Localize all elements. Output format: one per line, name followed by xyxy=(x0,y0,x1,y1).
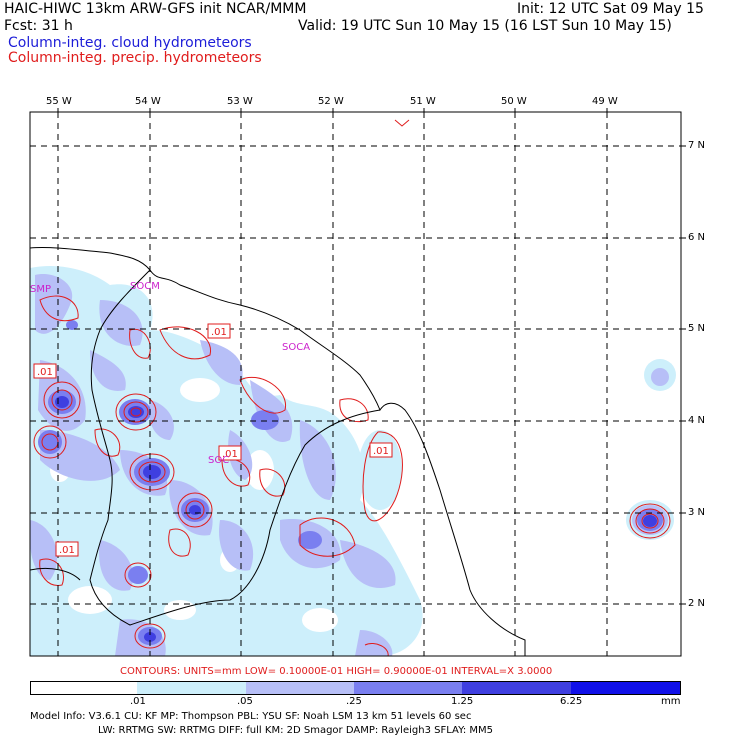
color-key-units: mm xyxy=(661,696,681,707)
lon-label: 54 W xyxy=(135,96,161,107)
lat-lon-grid xyxy=(30,112,681,656)
contour-label: .01 xyxy=(222,449,238,460)
lon-label: 51 W xyxy=(410,96,436,107)
contour-label: .01 xyxy=(59,545,75,556)
color-key-bin xyxy=(137,682,246,694)
axis-ticks xyxy=(57,108,686,605)
contour-info: CONTOURS: UNITS=mm LOW= 0.10000E-01 HIGH… xyxy=(120,666,553,677)
station-label-socm: SOCM xyxy=(130,281,160,292)
lon-label: 49 W xyxy=(592,96,618,107)
contour-label-boxes xyxy=(33,323,393,557)
lon-label: 53 W xyxy=(227,96,253,107)
color-key-bin xyxy=(246,682,354,694)
contour-label: .01 xyxy=(211,327,227,338)
color-key-tick: 1.25 xyxy=(451,696,474,707)
forecast-hour: Fcst: 31 h xyxy=(4,18,73,34)
lat-label: 4 N xyxy=(688,415,706,426)
precip-contours xyxy=(33,119,671,656)
lat-label: 3 N xyxy=(688,507,706,518)
color-key-tick: .01 xyxy=(130,696,146,707)
model-info-line1: Model Info: V3.6.1 CU: KF MP: Thompson P… xyxy=(30,711,472,722)
lon-label: 52 W xyxy=(318,96,344,107)
valid-time: Valid: 19 UTC Sun 10 May 15 (16 LST Sun … xyxy=(298,18,672,34)
field-cloud-label: Column-integ. cloud hydrometeors xyxy=(8,35,252,51)
color-key-bin xyxy=(354,682,462,694)
station-label-soca: SOCA xyxy=(282,342,310,353)
contour-label: .01 xyxy=(37,367,53,378)
color-key-tick: 6.25 xyxy=(560,696,583,707)
color-key xyxy=(30,681,681,695)
lon-label: 50 W xyxy=(501,96,527,107)
color-key-bin xyxy=(462,682,571,694)
color-key-tick: .25 xyxy=(346,696,362,707)
plot-title: HAIC-HIWC 13km ARW-GFS init NCAR/MMM xyxy=(4,1,307,17)
model-info-line2: LW: RRTMG SW: RRTMG DIFF: full KM: 2D Sm… xyxy=(98,725,494,736)
lon-label: 55 W xyxy=(46,96,72,107)
contour-label: .01 xyxy=(373,446,389,457)
station-label-smp: SMP xyxy=(30,284,51,295)
lat-label: 6 N xyxy=(688,232,706,243)
lat-label: 2 N xyxy=(688,598,706,609)
color-key-bin xyxy=(31,682,137,694)
init-time: Init: 12 UTC Sat 09 May 15 xyxy=(517,1,704,17)
color-key-tick: .05 xyxy=(237,696,253,707)
lat-label: 5 N xyxy=(688,323,706,334)
field-precip-label: Column-integ. precip. hydrometeors xyxy=(8,50,262,66)
color-key-bin xyxy=(571,682,680,694)
lat-label: 7 N xyxy=(688,140,706,151)
station-label-soc: SOC xyxy=(208,455,229,466)
